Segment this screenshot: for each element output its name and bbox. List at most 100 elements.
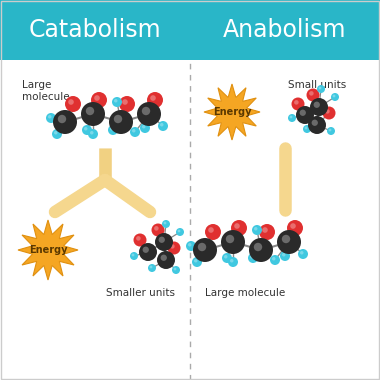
Circle shape [308, 116, 326, 134]
Circle shape [160, 123, 163, 127]
Circle shape [108, 125, 118, 135]
Circle shape [188, 243, 192, 247]
Circle shape [294, 100, 299, 104]
Circle shape [119, 96, 135, 112]
Circle shape [112, 97, 122, 107]
Circle shape [198, 243, 206, 251]
Circle shape [230, 259, 233, 263]
Circle shape [305, 127, 307, 130]
Circle shape [222, 253, 232, 263]
Circle shape [132, 129, 136, 133]
Circle shape [221, 230, 245, 254]
Circle shape [234, 223, 240, 229]
Circle shape [228, 257, 238, 267]
Circle shape [174, 268, 176, 271]
Text: Smaller units: Smaller units [106, 288, 174, 298]
Circle shape [158, 121, 168, 131]
Text: Small units: Small units [288, 80, 346, 90]
Circle shape [142, 107, 150, 115]
Circle shape [147, 92, 163, 108]
Circle shape [168, 242, 180, 255]
Circle shape [327, 127, 335, 135]
Circle shape [177, 230, 180, 233]
Circle shape [254, 243, 262, 251]
Circle shape [161, 255, 167, 261]
Circle shape [54, 131, 57, 135]
Circle shape [262, 227, 268, 233]
Circle shape [186, 241, 196, 251]
Text: Large
molecule: Large molecule [22, 80, 70, 101]
Circle shape [91, 92, 107, 108]
Circle shape [90, 131, 93, 135]
Circle shape [288, 114, 296, 122]
Circle shape [331, 93, 339, 101]
Circle shape [249, 238, 273, 262]
Polygon shape [18, 220, 78, 280]
Circle shape [272, 257, 276, 261]
Circle shape [142, 125, 146, 128]
Circle shape [282, 253, 285, 256]
Circle shape [318, 87, 321, 89]
Circle shape [250, 255, 253, 258]
Circle shape [65, 96, 81, 112]
Circle shape [290, 223, 296, 229]
Circle shape [162, 220, 170, 228]
Circle shape [170, 244, 175, 249]
Circle shape [131, 253, 135, 256]
Circle shape [155, 233, 173, 251]
Circle shape [48, 115, 52, 119]
Circle shape [205, 224, 221, 240]
Text: Anabolism: Anabolism [223, 18, 347, 42]
Circle shape [142, 247, 149, 253]
Circle shape [52, 129, 62, 139]
Circle shape [152, 223, 165, 236]
Circle shape [157, 251, 175, 269]
Text: Energy: Energy [29, 245, 67, 255]
Circle shape [300, 251, 304, 255]
FancyBboxPatch shape [0, 60, 380, 380]
Text: Catabolism: Catabolism [28, 18, 162, 42]
Circle shape [303, 125, 311, 133]
Circle shape [193, 238, 217, 262]
Circle shape [130, 127, 140, 137]
FancyBboxPatch shape [0, 0, 380, 60]
Circle shape [252, 225, 262, 235]
Circle shape [208, 227, 214, 233]
Circle shape [82, 125, 92, 135]
Circle shape [287, 220, 303, 236]
Circle shape [109, 110, 133, 134]
Circle shape [176, 228, 184, 236]
Circle shape [86, 107, 94, 115]
Circle shape [114, 99, 117, 103]
Circle shape [137, 102, 161, 126]
Circle shape [68, 99, 74, 105]
Circle shape [291, 98, 304, 111]
Circle shape [88, 129, 98, 139]
Circle shape [139, 243, 157, 261]
Circle shape [226, 235, 234, 243]
Circle shape [310, 98, 328, 116]
Circle shape [58, 115, 66, 123]
Circle shape [312, 120, 318, 126]
Circle shape [192, 257, 202, 267]
Circle shape [94, 95, 100, 101]
Circle shape [53, 110, 77, 134]
Circle shape [248, 253, 258, 263]
Circle shape [172, 266, 180, 274]
Circle shape [154, 226, 159, 231]
Circle shape [164, 222, 166, 225]
Circle shape [254, 227, 258, 231]
Circle shape [133, 233, 147, 247]
Circle shape [314, 101, 320, 108]
Circle shape [231, 220, 247, 236]
Circle shape [325, 109, 329, 114]
Text: Energy: Energy [213, 107, 251, 117]
Circle shape [136, 236, 141, 241]
Circle shape [194, 259, 198, 263]
Circle shape [140, 123, 150, 133]
Circle shape [299, 109, 306, 116]
Polygon shape [204, 84, 260, 140]
Circle shape [307, 89, 320, 101]
Circle shape [309, 91, 314, 96]
Circle shape [150, 95, 156, 101]
